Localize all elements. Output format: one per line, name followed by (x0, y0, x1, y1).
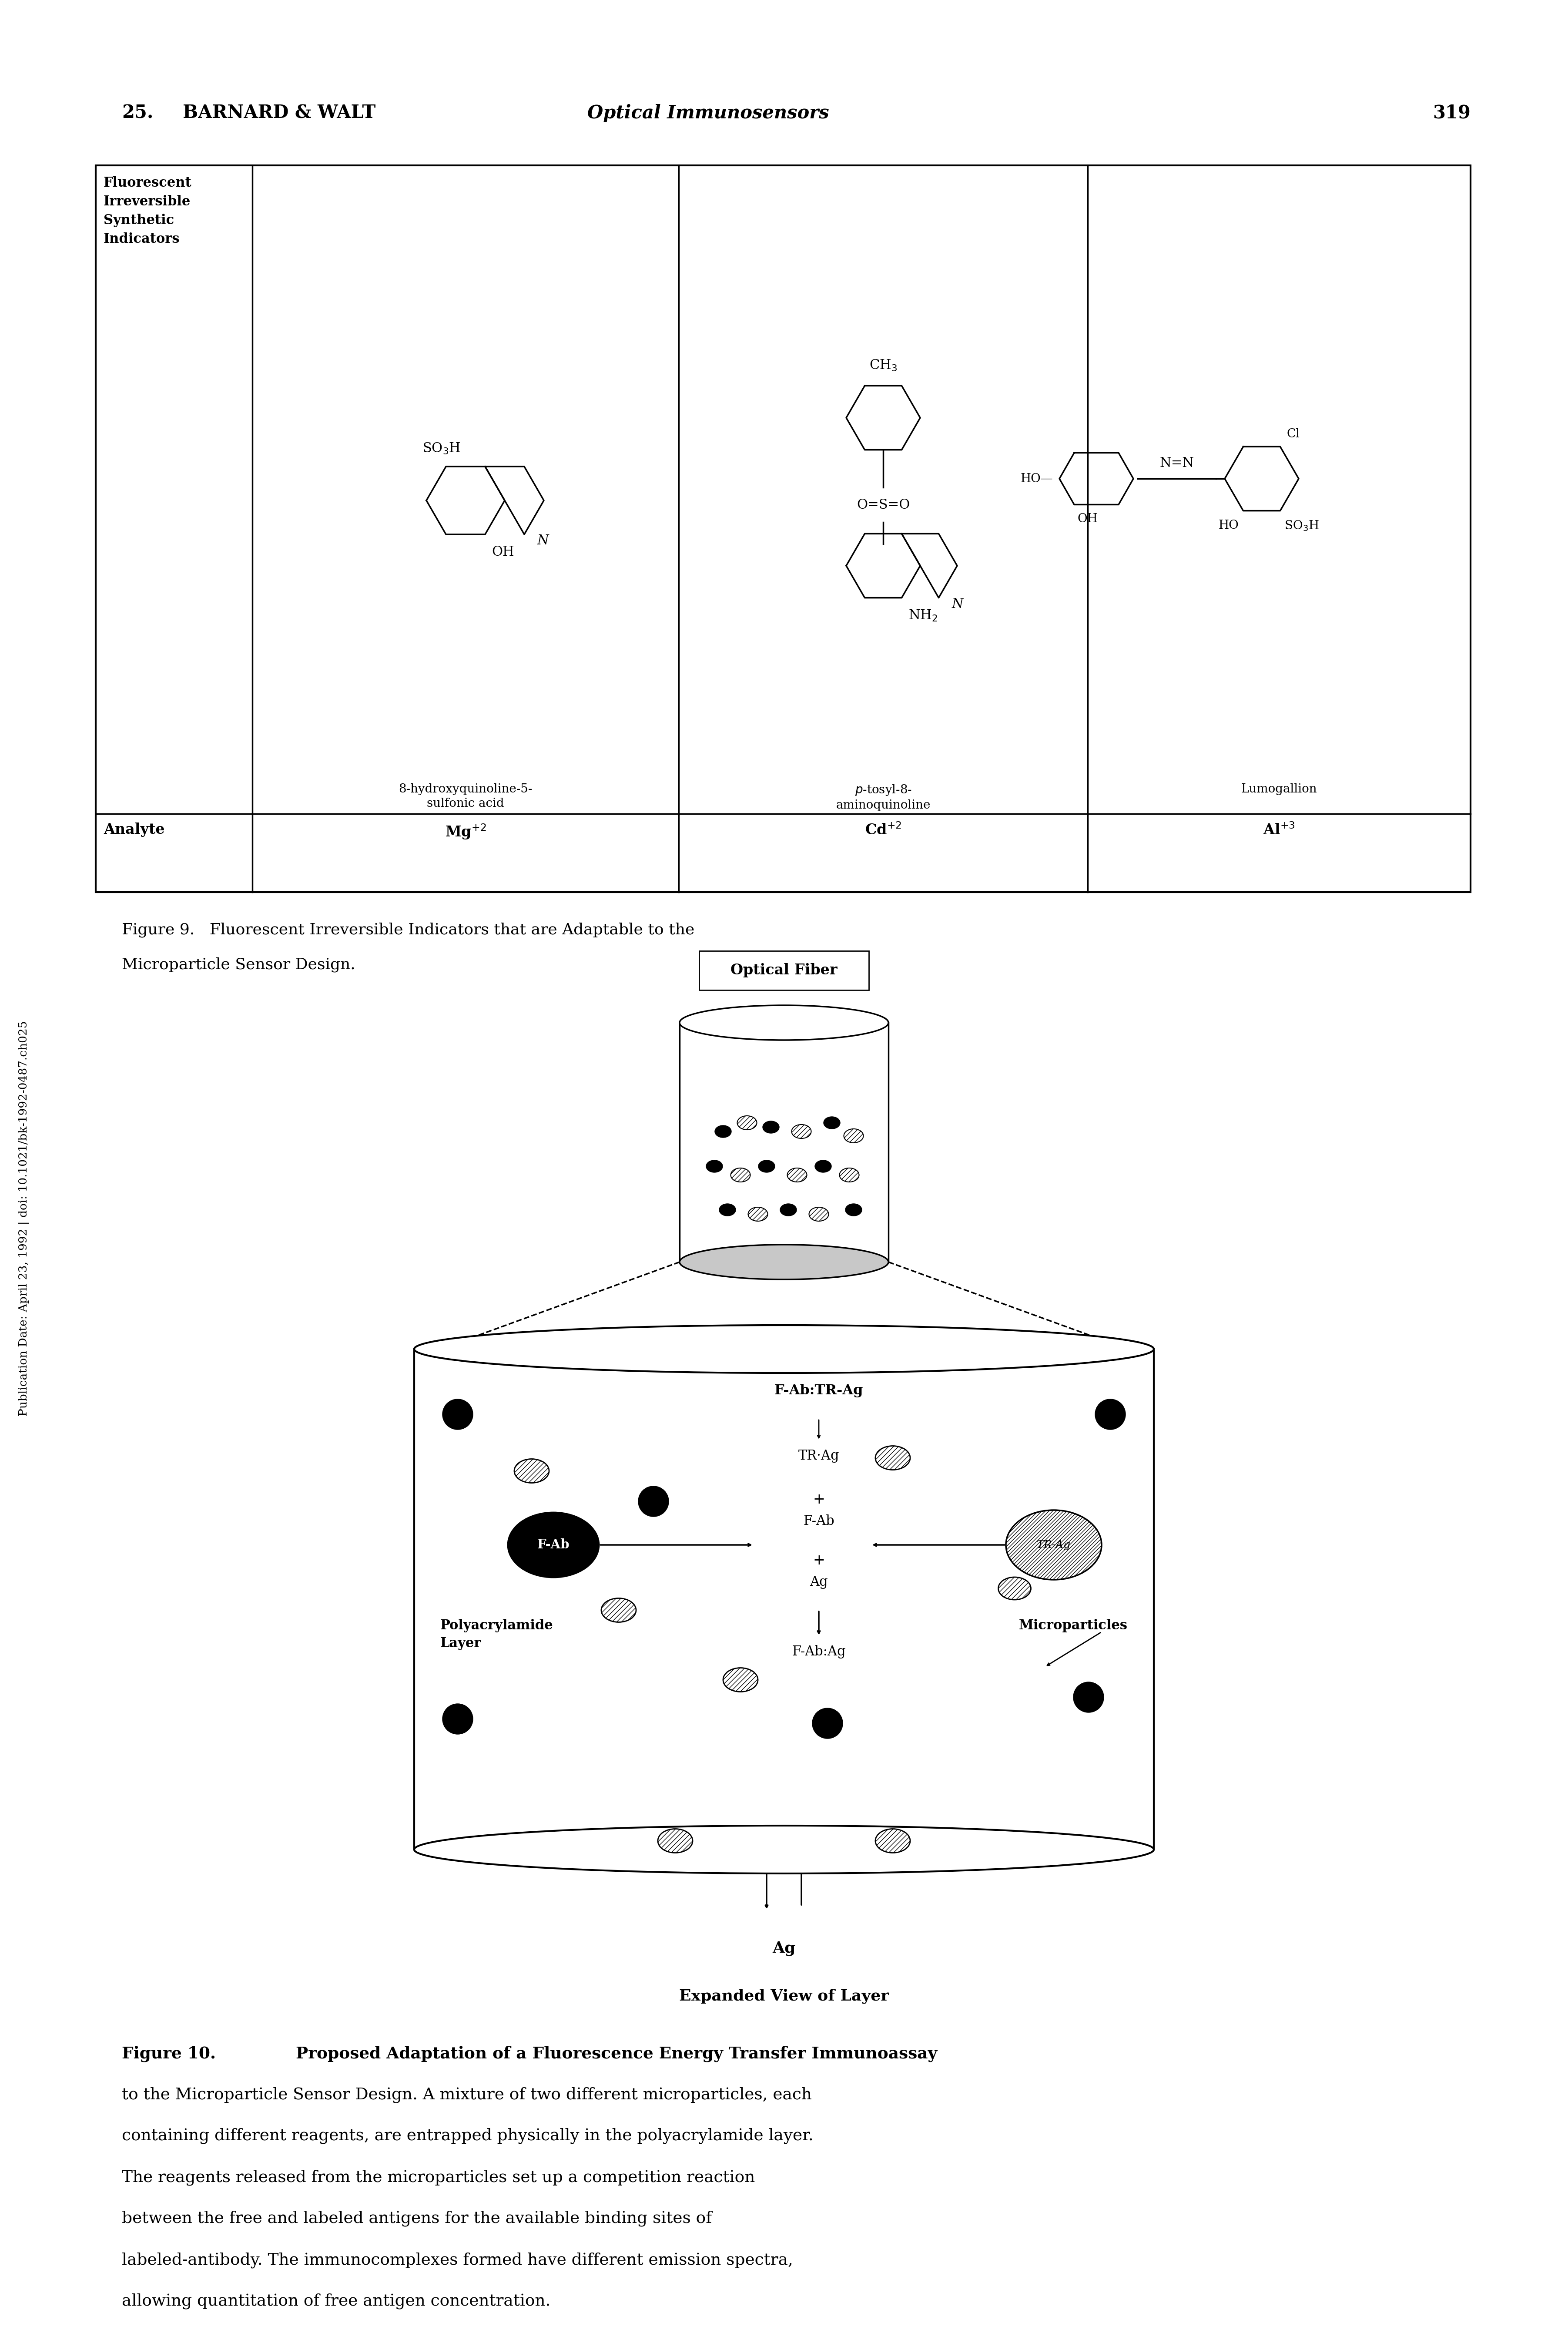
Circle shape (812, 1708, 842, 1739)
Text: Cd$^{+2}$: Cd$^{+2}$ (866, 822, 902, 837)
Ellipse shape (679, 1006, 889, 1041)
Text: 319: 319 (1433, 103, 1471, 122)
Bar (414, 1349, 1154, 1849)
FancyBboxPatch shape (699, 952, 869, 989)
Circle shape (442, 1398, 474, 1429)
Ellipse shape (737, 1116, 757, 1130)
Text: Figure 9.   Fluorescent Irreversible Indicators that are Adaptable to the: Figure 9. Fluorescent Irreversible Indic… (122, 924, 695, 938)
Text: Al$^{+3}$: Al$^{+3}$ (1264, 822, 1295, 837)
Ellipse shape (759, 1161, 775, 1173)
Ellipse shape (839, 1168, 859, 1182)
Text: containing different reagents, are entrapped physically in the polyacrylamide la: containing different reagents, are entra… (122, 2129, 814, 2143)
Text: N: N (538, 533, 549, 548)
Text: CH$_3$: CH$_3$ (869, 360, 897, 374)
Ellipse shape (809, 1208, 828, 1222)
Text: Polyacrylamide
Layer: Polyacrylamide Layer (441, 1619, 554, 1650)
Text: between the free and labeled antigens for the available binding sites of: between the free and labeled antigens fo… (122, 2211, 712, 2228)
Bar (679, 1022, 889, 1262)
Ellipse shape (731, 1168, 750, 1182)
Text: labeled-antibody. The immunocomplexes formed have different emission spectra,: labeled-antibody. The immunocomplexes fo… (122, 2251, 793, 2268)
Text: Analyte: Analyte (103, 822, 165, 837)
Text: Optical Fiber: Optical Fiber (731, 964, 837, 978)
Text: F-Ab: F-Ab (538, 1539, 569, 1551)
Ellipse shape (999, 1577, 1030, 1600)
Text: TR-Ag: TR-Ag (1036, 1539, 1071, 1551)
Text: The reagents released from the microparticles set up a competition reaction: The reagents released from the micropart… (122, 2169, 754, 2186)
Text: HO: HO (1218, 519, 1239, 531)
Text: Optical Immunosensors: Optical Immunosensors (588, 103, 829, 122)
Text: N: N (952, 597, 963, 611)
Circle shape (1074, 1683, 1104, 1713)
Text: Microparticle Sensor Design.: Microparticle Sensor Design. (122, 956, 356, 973)
Ellipse shape (748, 1208, 768, 1222)
Text: Cl: Cl (1287, 428, 1300, 439)
Ellipse shape (792, 1126, 811, 1137)
Text: Expanded View of Layer: Expanded View of Layer (679, 1988, 889, 2005)
Text: Lumogallion: Lumogallion (1242, 783, 1317, 794)
Ellipse shape (762, 1121, 779, 1133)
Text: 25.: 25. (122, 103, 154, 122)
Bar (96, 165, 1471, 893)
Ellipse shape (781, 1203, 797, 1215)
Text: $p$-tosyl-8-
aminoquinoline: $p$-tosyl-8- aminoquinoline (836, 783, 930, 811)
Text: +: + (812, 1553, 825, 1567)
Text: +: + (812, 1492, 825, 1506)
Ellipse shape (720, 1203, 735, 1215)
Ellipse shape (823, 1116, 840, 1128)
Text: Publication Date: April 23, 1992 | doi: 10.1021/bk-1992-0487.ch025: Publication Date: April 23, 1992 | doi: … (19, 1020, 30, 1417)
Ellipse shape (1007, 1511, 1102, 1579)
Text: SO$_3$H: SO$_3$H (1284, 519, 1319, 533)
Ellipse shape (723, 1668, 757, 1692)
Ellipse shape (514, 1459, 549, 1483)
Ellipse shape (679, 1246, 889, 1278)
Text: SO$_3$H: SO$_3$H (422, 442, 461, 456)
Text: O=S=O: O=S=O (856, 498, 909, 512)
Ellipse shape (601, 1598, 637, 1622)
Text: allowing quantitation of free antigen concentration.: allowing quantitation of free antigen co… (122, 2294, 550, 2310)
Circle shape (442, 1704, 474, 1734)
Ellipse shape (844, 1128, 864, 1142)
Ellipse shape (414, 1325, 1154, 1372)
Text: Ag: Ag (773, 1941, 795, 1955)
Circle shape (638, 1485, 668, 1516)
Text: F-Ab:TR-Ag: F-Ab:TR-Ag (775, 1384, 864, 1398)
Text: TR·Ag: TR·Ag (798, 1450, 839, 1462)
Text: NH$_2$: NH$_2$ (908, 609, 938, 623)
Ellipse shape (706, 1161, 723, 1173)
Text: HO—: HO— (1021, 472, 1052, 484)
Text: OH: OH (492, 545, 514, 559)
Ellipse shape (815, 1161, 831, 1173)
Text: Proposed Adaptation of a Fluorescence Energy Transfer Immunoassay: Proposed Adaptation of a Fluorescence En… (296, 2044, 938, 2061)
Ellipse shape (659, 1828, 693, 1852)
Ellipse shape (508, 1513, 599, 1577)
Text: 8-hydroxyquinoline-5-
sulfonic acid: 8-hydroxyquinoline-5- sulfonic acid (398, 783, 533, 808)
Ellipse shape (875, 1445, 909, 1469)
Text: Figure 10.: Figure 10. (122, 2044, 216, 2061)
Text: F-Ab:Ag: F-Ab:Ag (792, 1645, 845, 1659)
Text: OH: OH (1077, 512, 1098, 524)
Text: Microparticles: Microparticles (1019, 1619, 1127, 1633)
Ellipse shape (787, 1168, 808, 1182)
Text: Fluorescent
Irreversible
Synthetic
Indicators: Fluorescent Irreversible Synthetic Indic… (103, 176, 191, 247)
Text: Ag: Ag (809, 1574, 828, 1589)
Text: F-Ab: F-Ab (803, 1513, 834, 1528)
Ellipse shape (715, 1126, 731, 1137)
Ellipse shape (845, 1203, 862, 1215)
Text: N=N: N=N (1160, 456, 1195, 470)
Circle shape (1094, 1398, 1126, 1429)
Text: to the Microparticle Sensor Design. A mixture of two different microparticles, e: to the Microparticle Sensor Design. A mi… (122, 2087, 812, 2103)
Text: BARNARD & WALT: BARNARD & WALT (183, 103, 376, 122)
Ellipse shape (875, 1828, 909, 1852)
Text: Mg$^{+2}$: Mg$^{+2}$ (445, 822, 486, 841)
Ellipse shape (414, 1826, 1154, 1873)
